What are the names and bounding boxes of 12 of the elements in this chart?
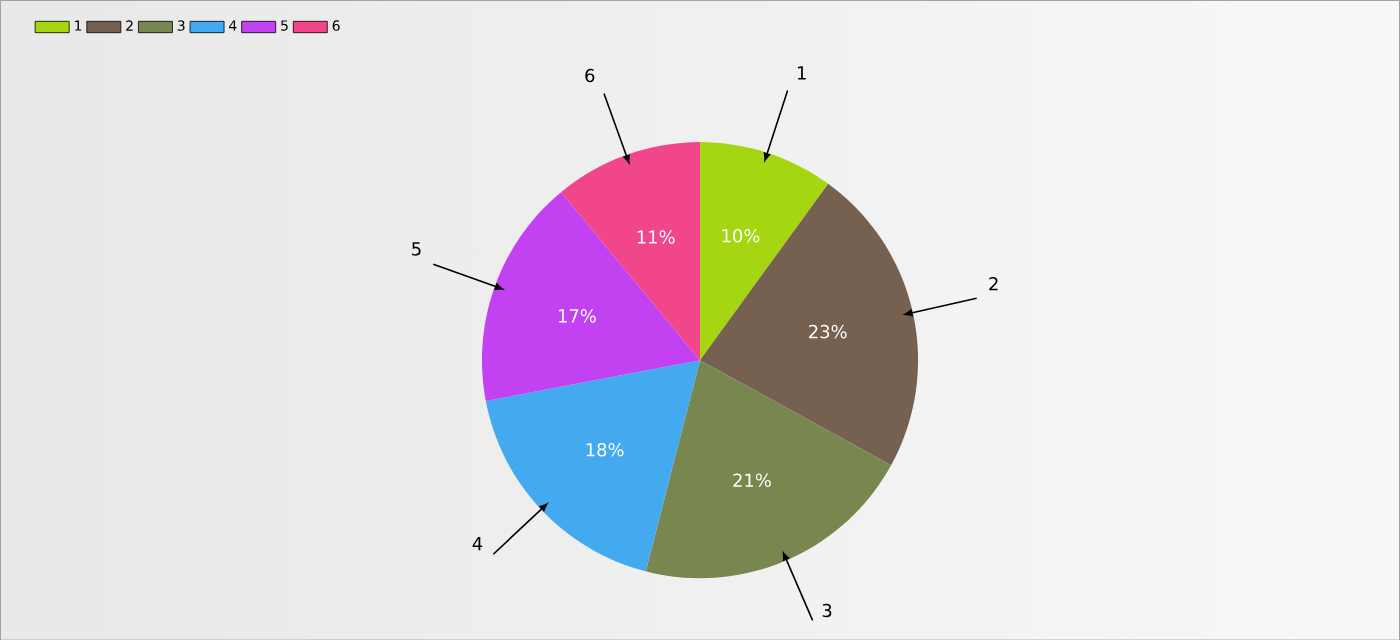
slice-label: 6 <box>585 68 595 83</box>
slice-label: 4 <box>472 536 483 550</box>
data-label: 10% <box>722 228 760 243</box>
data-label: 18% <box>586 442 624 457</box>
data-label: 11% <box>637 230 675 244</box>
slice-label: 2 <box>989 276 998 291</box>
slice-label: 1 <box>797 66 806 80</box>
slice-label: 5 <box>412 242 421 256</box>
data-label: 21% <box>733 473 771 487</box>
slice-label: 3 <box>822 603 832 618</box>
data-label: 17% <box>558 308 596 323</box>
data-label: 23% <box>809 324 847 339</box>
